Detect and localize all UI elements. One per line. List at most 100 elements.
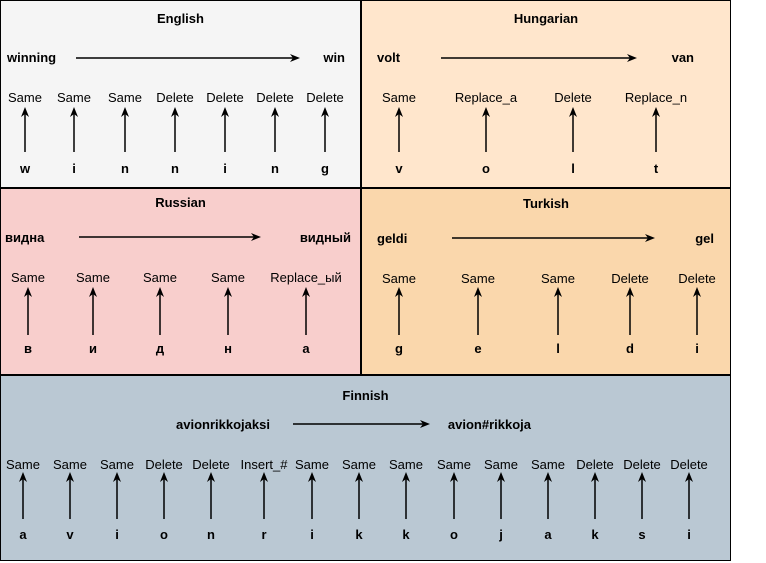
character-label: k [355,527,363,542]
character-label: r [261,527,267,542]
panel-title: Hungarian [513,11,579,26]
edit-operation-label: Delete [678,271,716,286]
character-label: н [224,341,232,356]
edit-operation-label: Delete [256,90,294,105]
character-label: n [121,161,129,176]
char-to-op-arrow-head [221,107,229,117]
char-to-op-arrow-head [395,107,403,117]
char-to-op-arrow-head [544,472,552,482]
char-to-op-arrow-head [308,472,316,482]
char-to-op-arrow [569,107,577,152]
char-to-op-arrow [450,472,458,519]
edit-operation-label: Delete [192,457,230,472]
edit-operation-label: Delete [554,90,592,105]
edit-operation-label: Same [382,90,416,105]
char-to-op-arrow-head [402,472,410,482]
transform-arrow-head [251,233,261,241]
char-to-op-arrow [24,287,32,335]
edit-operation-label: Delete [145,457,183,472]
char-to-op-arrow-head [24,287,32,297]
char-to-op-arrow-head [260,472,268,482]
char-to-op-arrow-head [554,287,562,297]
target-word: gel [695,231,714,246]
edit-operation-label: Same [53,457,87,472]
character-label: n [171,161,179,176]
char-to-op-arrow-head [693,287,701,297]
char-to-op-arrow [21,107,29,152]
edit-operation-label: Same [437,457,471,472]
char-to-op-arrow [260,472,268,519]
transform-arrow-head [645,234,655,242]
character-label: e [474,341,482,356]
char-to-op-arrow-head [395,287,403,297]
character-label: a [19,527,27,542]
char-to-op-arrow [221,107,229,152]
transform-arrow [76,54,300,62]
panel-finnish [0,375,731,561]
character-label: l [571,161,575,176]
char-to-op-arrow [121,107,129,152]
char-to-op-arrow [308,472,316,519]
source-word: volt [377,50,401,65]
edit-operation-label: Same [461,271,495,286]
character-label: n [271,161,279,176]
char-to-op-arrow [402,472,410,519]
source-word: geldi [377,231,408,246]
target-word: win [323,50,345,65]
transform-arrow-head [627,54,637,62]
source-word: видна [5,230,45,245]
character-label: и [89,341,97,356]
char-to-op-arrow [271,107,279,152]
char-to-op-arrow [355,472,363,519]
character-label: а [302,341,310,356]
edit-operation-label: Same [295,457,329,472]
edit-operation-label: Same [342,457,376,472]
char-to-op-arrow-head [171,107,179,117]
panel-hungarian [361,0,731,188]
character-label: t [653,161,659,176]
char-to-op-arrow [321,107,329,152]
character-label: o [450,527,458,542]
char-to-op-arrow [482,107,490,152]
char-to-op-arrow-head [207,472,215,482]
edit-operation-label: Replace_n [624,90,688,105]
edit-operation-label: Insert_# [240,457,288,472]
char-to-op-arrow [591,472,599,519]
char-to-op-arrow [693,287,701,335]
edit-operation-label: Same [143,270,177,285]
character-label: k [402,527,410,542]
character-label: k [591,527,599,542]
char-to-op-arrow [652,107,660,152]
panel-title: Russian [155,195,206,210]
character-label: в [24,341,32,356]
edit-operation-label: Same [211,270,245,285]
edit-operation-label: Same [8,90,42,105]
char-to-op-arrow [160,472,168,519]
char-to-op-arrow-head [591,472,599,482]
edit-operation-label: Replace_ый [270,270,342,285]
char-to-op-arrow [474,287,482,335]
char-to-op-arrow-head [450,472,458,482]
character-label: v [395,161,403,176]
char-to-op-arrow-head [224,287,232,297]
edit-operation-label: Delete [670,457,708,472]
char-to-op-arrow-head [89,287,97,297]
target-word: видный [299,230,351,245]
source-word: avionrikkojaksi [176,417,270,432]
char-to-op-arrow [395,287,403,335]
transform-arrow [452,234,655,242]
source-word: winning [7,50,57,65]
edit-operation-label: Delete [623,457,661,472]
transform-arrow-head [290,54,300,62]
char-to-op-arrow-head [21,107,29,117]
edit-operation-label: Same [389,457,423,472]
character-label: o [160,527,168,542]
edit-operation-label: Same [531,457,565,472]
char-to-op-arrow-head [66,472,74,482]
char-to-op-arrow [89,287,97,335]
character-label: i [310,527,314,542]
panel-title: English [157,11,204,26]
char-to-op-arrow-head [302,287,310,297]
edit-operation-label: Same [541,271,575,286]
panel-title: Turkish [523,196,569,211]
